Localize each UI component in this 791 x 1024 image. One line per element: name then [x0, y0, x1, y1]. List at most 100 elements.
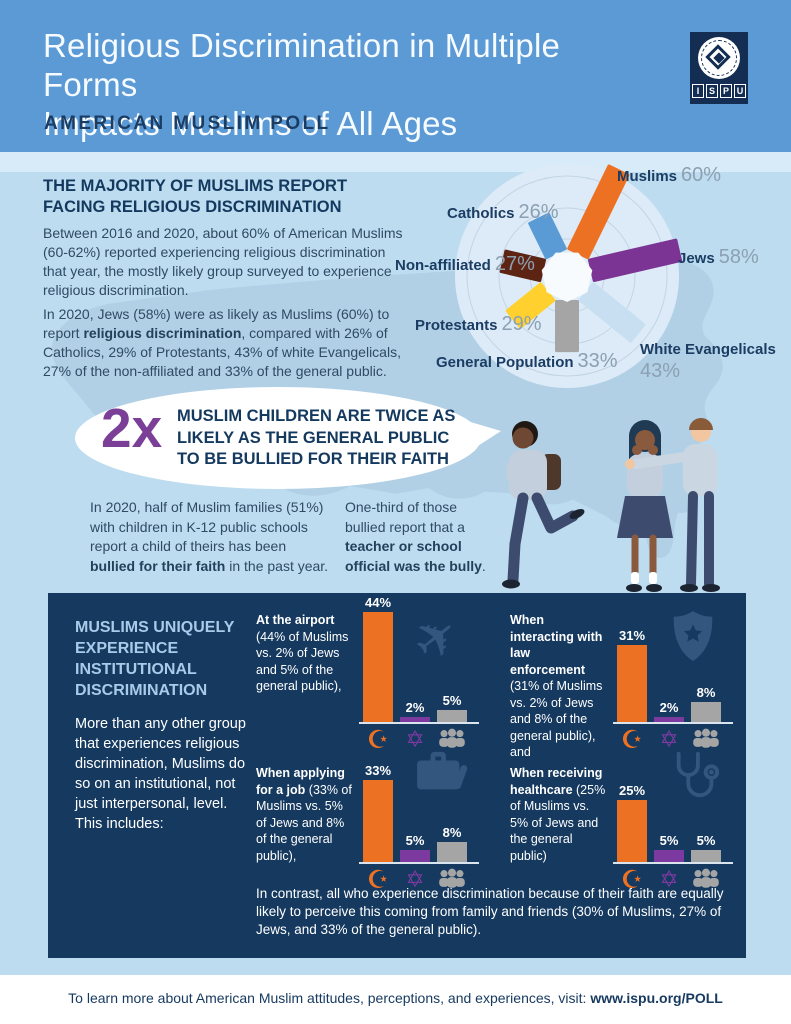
speech-bubble: 2x MUSLIM CHILDREN ARE TWICE AS LIKELY A… [75, 387, 501, 489]
two-x-stat: 2x [101, 397, 163, 459]
bar-column-general-public: 8% [691, 685, 721, 722]
logo-letter: S [706, 84, 718, 98]
girl-figure [617, 420, 673, 592]
radial-discrimination-chart: Muslims 60% Jews 58% White Evangelicals 43%… [390, 156, 791, 406]
bars-airport: 44% 2% 5% [359, 595, 479, 724]
radial-bar-non-affiliated [499, 249, 547, 282]
bar-column-jews: 5% [654, 832, 684, 862]
bar-value-label: 31% [618, 627, 646, 643]
bar-column-muslims: 25% [617, 783, 647, 862]
star-of-david-icon: ✡ [659, 866, 679, 892]
poll-url-link[interactable]: www.ispu.org/POLL [590, 990, 723, 1006]
ispu-logo: I S P U [690, 32, 748, 104]
radial-bar-protestants [505, 282, 556, 329]
crescent-star-icon: ☪ [366, 866, 390, 894]
radial-bar-jews [587, 238, 683, 282]
bar-column-general-public: 5% [437, 693, 467, 722]
bar-value-label: 5% [659, 832, 679, 848]
bar [617, 644, 647, 722]
page-title: Religious Discrimination in Multiple For… [43, 27, 561, 142]
bar [363, 779, 393, 862]
logo-letter: P [720, 84, 732, 98]
radial-label-jews: Jews 58% [678, 246, 759, 268]
crescent-star-icon: ☪ [620, 866, 644, 894]
bars-healthcare: 25% 5% 5% [613, 739, 733, 864]
bar-chart-job: 33% 5% 8% ☪ ✡ [359, 739, 489, 893]
radial-label-general-population: General Population 33% [436, 350, 618, 372]
ispu-logo-letters: I S P U [692, 84, 746, 98]
people-group-icon [439, 728, 465, 748]
logo-letter: U [734, 84, 746, 98]
star-of-david-icon: ✡ [659, 726, 679, 752]
radial-bar-muslims [567, 164, 630, 260]
people-group-icon [439, 868, 465, 888]
chart-card-airport: At the airport (44% of Muslims vs. 2% of… [256, 595, 506, 753]
people-group-icon [693, 868, 719, 888]
radial-bar-general-population [555, 300, 579, 353]
radial-label-catholics: Catholics 26% [447, 201, 559, 223]
poll-subtitle: AMERICAN MUSLIM POLL [44, 113, 331, 134]
bars-job: 33% 5% 8% [359, 739, 479, 864]
quadrant-text-healthcare: When receiving healthcare (25% of Muslim… [510, 766, 606, 863]
bar [617, 799, 647, 862]
quadrant-text-law-enforcement: When interacting with law enforcement (3… [510, 613, 603, 759]
bar-column-jews: 2% [654, 700, 684, 722]
majority-paragraph-2: In 2020, Jews (58%) were as likely as Mu… [43, 306, 401, 379]
footer-text: To learn more about American Muslim atti… [68, 990, 723, 1006]
bar-chart-airport: ✈ 44% 2% 5% ☪ ✡ [359, 595, 489, 753]
category-icons-law-enforcement: ☪ ✡ [613, 728, 733, 753]
bar-value-label: 33% [364, 762, 392, 778]
bar [654, 849, 684, 862]
radial-label-white-evangelicals: White Evangelicals 43% [640, 341, 776, 382]
bar-column-jews: 2% [400, 700, 430, 722]
bar [363, 612, 393, 722]
radial-label-protestants: Protestants 29% [415, 313, 542, 335]
walking-boy-figure [502, 421, 585, 589]
institutional-panel: MUSLIMS UNIQUELY EXPERIENCE INSTITUTIONA… [48, 593, 746, 958]
bar [654, 717, 684, 722]
chart-card-healthcare: When receiving healthcare (25% of Muslim… [510, 739, 760, 893]
majority-paragraph-1: Between 2016 and 2020, about 60% of Amer… [43, 225, 403, 298]
bar-column-jews: 5% [400, 832, 430, 862]
bar-chart-healthcare: 25% 5% 5% ☪ ✡ [613, 739, 743, 893]
bar-value-label: 5% [405, 832, 425, 848]
radial-label-muslims: Muslims 60% [617, 164, 722, 186]
quadrant-text-airport: At the airport (44% of Muslims vs. 2% of… [256, 613, 349, 693]
bar-column-general-public: 5% [691, 832, 721, 862]
footer-prefix: To learn more about American Muslim atti… [68, 990, 591, 1006]
chart-card-job: When applying for a job (33% of Muslims … [256, 739, 506, 893]
footer: To learn more about American Muslim atti… [0, 975, 791, 1024]
category-icons-job: ☪ ✡ [359, 868, 479, 893]
quadrant-text-job: When applying for a job (33% of Muslims … [256, 766, 352, 863]
chart-card-law-enforcement: When interacting with law enforcement (3… [510, 599, 760, 759]
category-icons-airport: ☪ ✡ [359, 728, 479, 753]
bar [437, 709, 467, 722]
bullying-paragraph-left: In 2020, half of Muslim families (51%) w… [90, 499, 329, 574]
crescent-star-icon: ☪ [366, 726, 390, 754]
bar-column-muslims: 44% [363, 595, 393, 722]
bar-value-label: 2% [659, 700, 679, 715]
radial-bars [499, 164, 683, 353]
logo-letter: I [692, 84, 704, 98]
bar-column-general-public: 8% [437, 825, 467, 862]
category-icons-healthcare: ☪ ✡ [613, 868, 733, 893]
bar-value-label: 5% [696, 832, 716, 848]
radial-center-heptagon [541, 252, 593, 302]
bar [691, 702, 721, 722]
pointing-boy-figure [625, 418, 720, 592]
bars-law-enforcement: 31% 2% 8% [613, 599, 733, 724]
contrast-paragraph: In contrast, all who experience discrimi… [256, 886, 724, 937]
bubble-text: MUSLIM CHILDREN ARE TWICE AS LIKELY AS T… [177, 407, 456, 468]
section-heading-majority: THE MAJORITY OF MUSLIMS REPORT FACING RE… [43, 177, 348, 216]
bar-value-label: 44% [364, 595, 392, 610]
radial-bar-catholics [528, 212, 567, 260]
bar-value-label: 2% [405, 700, 425, 715]
bar [437, 842, 467, 862]
bar-column-muslims: 33% [363, 762, 393, 862]
bar-value-label: 8% [442, 825, 462, 840]
star-of-david-icon: ✡ [405, 866, 425, 892]
radial-bar-white-evangelicals [578, 282, 646, 343]
bar-column-muslims: 31% [617, 627, 647, 722]
radial-chart-canvas [455, 164, 683, 388]
